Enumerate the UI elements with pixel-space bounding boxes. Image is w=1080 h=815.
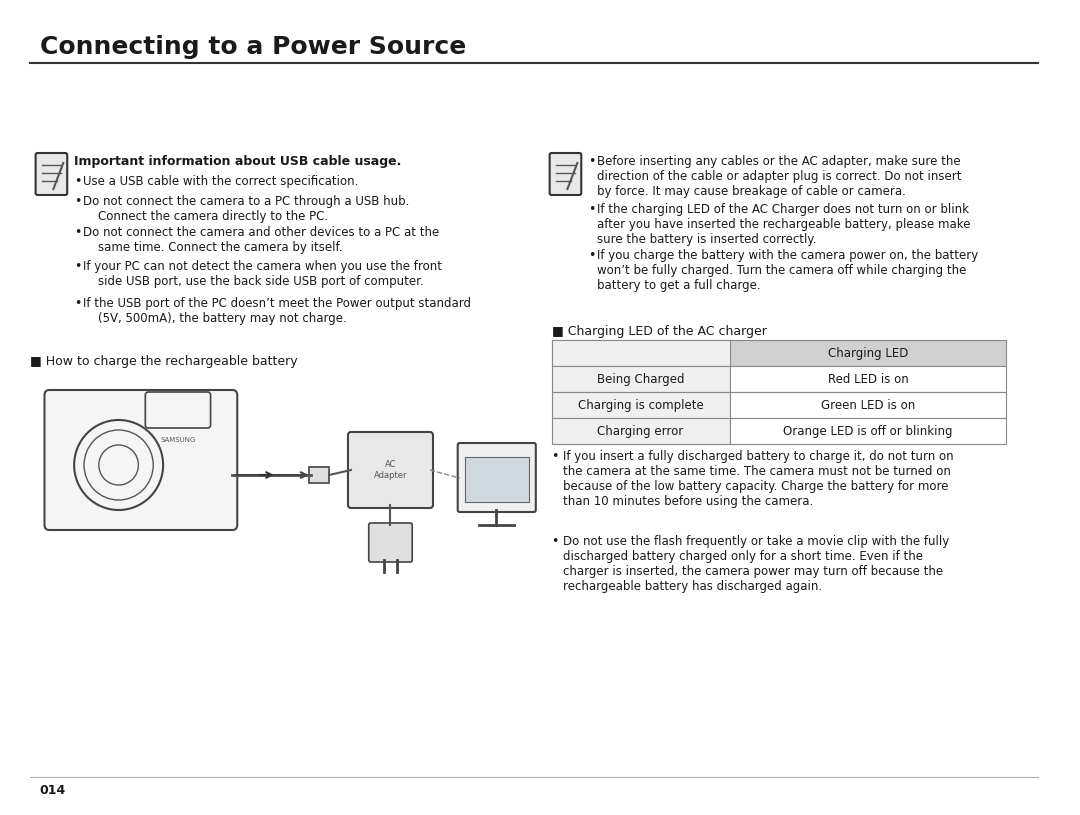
Text: Charging LED: Charging LED <box>827 346 908 359</box>
FancyBboxPatch shape <box>348 432 433 508</box>
FancyBboxPatch shape <box>44 390 238 530</box>
Text: If you insert a fully discharged battery to charge it, do not turn on
the camera: If you insert a fully discharged battery… <box>564 450 954 508</box>
Text: Orange LED is off or blinking: Orange LED is off or blinking <box>783 425 953 438</box>
FancyBboxPatch shape <box>36 153 67 195</box>
Text: Charging is complete: Charging is complete <box>578 399 703 412</box>
Text: If you charge the battery with the camera power on, the battery
won’t be fully c: If you charge the battery with the camer… <box>597 249 978 292</box>
Text: If the USB port of the PC doesn’t meet the Power output standard
    (5V, 500mA): If the USB port of the PC doesn’t meet t… <box>83 297 471 325</box>
Text: •: • <box>552 535 559 548</box>
FancyBboxPatch shape <box>368 523 413 562</box>
Text: If your PC can not detect the camera when you use the front
    side USB port, u: If your PC can not detect the camera whe… <box>83 260 442 288</box>
Text: •: • <box>552 450 559 463</box>
Text: Do not connect the camera and other devices to a PC at the
    same time. Connec: Do not connect the camera and other devi… <box>83 226 440 254</box>
Text: •: • <box>75 297 81 310</box>
Text: •: • <box>75 226 81 239</box>
Bar <box>464 457 529 502</box>
Bar <box>552 392 730 418</box>
Text: ■ How to charge the rechargeable battery: ■ How to charge the rechargeable battery <box>29 355 297 368</box>
Bar <box>552 340 1007 366</box>
Text: •: • <box>75 260 81 273</box>
FancyBboxPatch shape <box>458 443 536 512</box>
Text: Red LED is on: Red LED is on <box>827 372 908 385</box>
Text: •: • <box>589 155 595 168</box>
Text: Charging error: Charging error <box>597 425 684 438</box>
Bar <box>730 366 1007 392</box>
Text: Important information about USB cable usage.: Important information about USB cable us… <box>75 155 402 168</box>
Bar <box>552 418 730 444</box>
Text: Green LED is on: Green LED is on <box>821 399 915 412</box>
Text: AC
Adapter: AC Adapter <box>374 460 407 480</box>
Text: •: • <box>75 175 81 188</box>
FancyBboxPatch shape <box>550 153 581 195</box>
Text: Before inserting any cables or the AC adapter, make sure the
direction of the ca: Before inserting any cables or the AC ad… <box>597 155 961 198</box>
Text: •: • <box>75 195 81 208</box>
Text: ■ Charging LED of the AC charger: ■ Charging LED of the AC charger <box>552 325 767 338</box>
Bar <box>310 467 329 483</box>
FancyBboxPatch shape <box>146 392 211 428</box>
Text: 014: 014 <box>40 784 66 797</box>
Bar <box>730 392 1007 418</box>
Text: •: • <box>589 249 595 262</box>
Text: SAMSUNG: SAMSUNG <box>160 437 195 443</box>
Bar <box>730 418 1007 444</box>
Text: Do not use the flash frequently or take a movie clip with the fully
discharged b: Do not use the flash frequently or take … <box>564 535 949 593</box>
Text: Connecting to a Power Source: Connecting to a Power Source <box>40 35 465 59</box>
Bar <box>552 366 730 392</box>
Bar <box>552 340 730 366</box>
Text: Use a USB cable with the correct speciﬁcation.: Use a USB cable with the correct speciﬁc… <box>83 175 359 188</box>
Text: •: • <box>589 203 595 216</box>
Text: If the charging LED of the AC Charger does not turn on or blink
after you have i: If the charging LED of the AC Charger do… <box>597 203 971 246</box>
Text: Do not connect the camera to a PC through a USB hub.
    Connect the camera dire: Do not connect the camera to a PC throug… <box>83 195 409 223</box>
Text: Being Charged: Being Charged <box>597 372 685 385</box>
